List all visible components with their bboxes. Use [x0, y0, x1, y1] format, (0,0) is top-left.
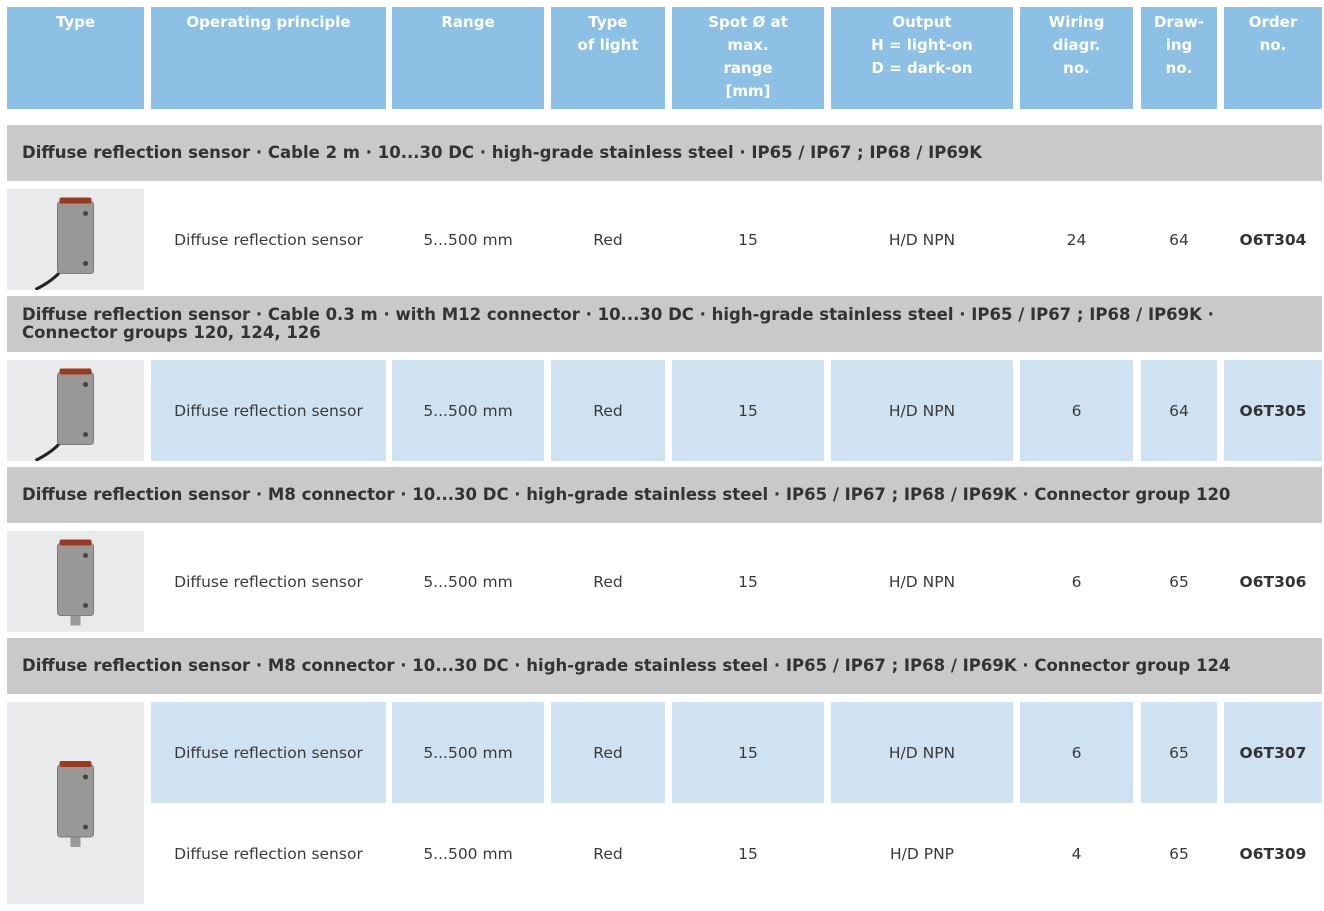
- header-cell: Order no.: [1224, 7, 1322, 109]
- table-cell: O6T305: [1224, 360, 1322, 461]
- header-cell: Output H = light-on D = dark-on: [831, 7, 1013, 109]
- table-cell: 24: [1066, 230, 1087, 249]
- header-cell: Range: [392, 7, 544, 109]
- header-cell: Draw-ing no.: [1141, 7, 1217, 109]
- table-cell: Red: [551, 360, 665, 461]
- header-text: no.: [1063, 59, 1090, 77]
- table-cell: 15: [738, 844, 758, 863]
- sensor-icon: [57, 539, 94, 626]
- header-cell: Spot Ø at max. range [mm]: [672, 7, 824, 109]
- table-cell: O6T304: [1239, 230, 1307, 249]
- header-text: Output: [892, 13, 952, 31]
- section-title-text: Connector groups 120, 124, 126: [22, 323, 321, 342]
- sensor-icon: [57, 761, 94, 847]
- section-title: Diffuse reflection sensor · M8 connector…: [7, 467, 1322, 523]
- header-text: Draw-: [1153, 13, 1205, 31]
- table-cell: 5...500 mm: [423, 844, 513, 863]
- table-cell: 5...500 mm: [392, 702, 544, 803]
- table-cell: Red: [551, 702, 665, 803]
- header-cell: Type: [7, 7, 144, 109]
- header-text: range: [723, 59, 773, 77]
- header-cell: Wiring diagr. no.: [1020, 7, 1133, 109]
- header-text: [mm]: [725, 82, 771, 100]
- table-cell: 5...500 mm: [423, 572, 513, 591]
- header-text: D = dark-on: [871, 59, 973, 77]
- header-text: Type: [588, 13, 628, 31]
- header-cell: Type of light: [551, 7, 665, 109]
- table-cell: Red: [593, 844, 623, 863]
- header-cell: Operating principle: [151, 7, 386, 109]
- header-text: no.: [1259, 36, 1287, 54]
- header-text: diagr.: [1052, 36, 1101, 54]
- product-image: [7, 189, 144, 291]
- table-cell: 64: [1169, 230, 1189, 249]
- header-text: of light: [577, 36, 639, 54]
- table-cell: 15: [738, 572, 758, 591]
- table-cell: Diffuse reflection sensor: [174, 844, 363, 863]
- table-cell: H/D PNP: [889, 844, 955, 863]
- table-cell: 6: [1020, 360, 1133, 461]
- header-text: no.: [1165, 59, 1193, 77]
- table-cell: H/D NPN: [831, 360, 1013, 461]
- table-cell: 15: [672, 360, 824, 461]
- header-text: max.: [727, 36, 769, 54]
- table-cell: Diffuse reflection sensor: [151, 702, 386, 803]
- table-cell: 5...500 mm: [423, 230, 513, 249]
- table-cell: 64: [1141, 360, 1217, 461]
- table-cell: O6T309: [1239, 844, 1307, 863]
- header-text: Range: [441, 13, 495, 31]
- header-text: Type: [55, 13, 96, 31]
- table-cell: H/D NPN: [888, 230, 956, 249]
- sensor-icon: [34, 368, 94, 462]
- header-text: Spot Ø at: [708, 13, 788, 31]
- product-image: [7, 531, 144, 632]
- table-cell: O6T306: [1239, 572, 1307, 591]
- table-cell: 5...500 mm: [392, 360, 544, 461]
- product-image: [7, 360, 144, 462]
- header-text: ing: [1165, 36, 1193, 54]
- table-cell: 6: [1071, 572, 1082, 591]
- section-title-text: Diffuse reflection sensor · M8 connector…: [22, 656, 1231, 675]
- section-title: Diffuse reflection sensor · M8 connector…: [7, 638, 1322, 694]
- header-text: Operating principle: [186, 13, 351, 31]
- section-title-text: Diffuse reflection sensor · Cable 0.3 m …: [22, 305, 1214, 324]
- table-cell: Diffuse reflection sensor: [174, 230, 363, 249]
- table-cell: 65: [1141, 702, 1217, 803]
- product-image: [7, 702, 144, 904]
- section-title-text: Diffuse reflection sensor · M8 connector…: [22, 485, 1231, 504]
- section-title: Diffuse reflection sensor · Cable 2 m · …: [7, 125, 1322, 181]
- header-text: Wiring: [1048, 13, 1105, 31]
- sensor-icon: [34, 197, 94, 291]
- table-cell: Red: [593, 572, 623, 591]
- section-title: Diffuse reflection sensor · Cable 0.3 m …: [7, 296, 1322, 352]
- section-title-text: Diffuse reflection sensor · Cable 2 m · …: [22, 143, 983, 162]
- table-cell: 4: [1071, 844, 1082, 863]
- table-cell: H/D NPN: [888, 572, 956, 591]
- table-cell: 65: [1169, 572, 1189, 591]
- table-cell: H/D NPN: [831, 702, 1013, 803]
- table-cell: O6T307: [1224, 702, 1322, 803]
- table-cell: 15: [672, 702, 824, 803]
- table-cell: Red: [593, 230, 623, 249]
- table-cell: 6: [1020, 702, 1133, 803]
- header-text: Order: [1248, 13, 1298, 31]
- table-cell: 65: [1169, 844, 1189, 863]
- table-cell: Diffuse reflection sensor: [151, 360, 386, 461]
- table-cell: Diffuse reflection sensor: [174, 572, 363, 591]
- table-cell: 15: [738, 230, 758, 249]
- header-text: H = light-on: [871, 36, 973, 54]
